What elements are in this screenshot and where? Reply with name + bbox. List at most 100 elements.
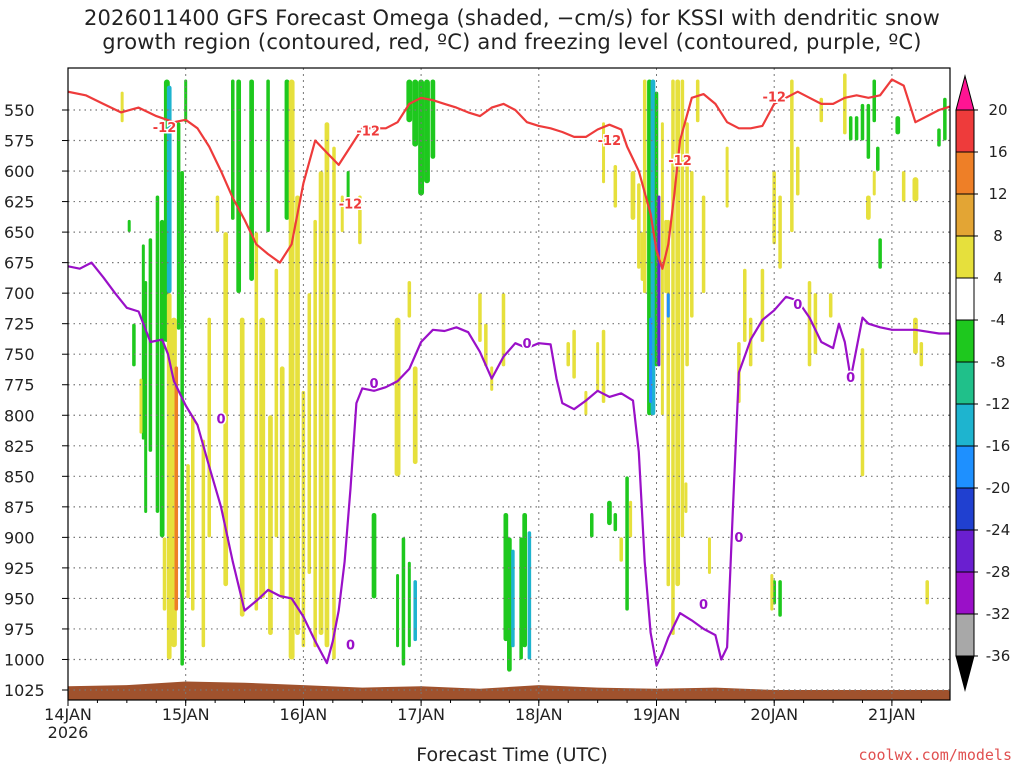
- y-tick-label: 950: [4, 589, 35, 608]
- omega-shade-cell: [127, 219, 131, 233]
- omega-shade-cell: [259, 317, 266, 599]
- colorbar-tick-label: -8: [991, 353, 1006, 371]
- omega-shade-cell: [176, 122, 181, 330]
- omega-shade-cell: [201, 439, 206, 648]
- omega-shade-cell: [412, 79, 419, 147]
- omega-shade-cell: [866, 195, 871, 220]
- omega-shade-cell: [695, 79, 700, 123]
- omega-shade-cell: [637, 183, 641, 269]
- omega-shade-cell: [790, 79, 794, 233]
- x-tick-label: 21JAN: [868, 705, 916, 724]
- omega-shade-cell: [675, 79, 681, 587]
- y-tick-label: 550: [4, 101, 35, 120]
- colorbar-tick-label: 16: [988, 143, 1007, 161]
- contour-label: -12: [356, 124, 380, 139]
- omega-shade-cell: [295, 195, 300, 636]
- y-tick-label: 600: [4, 162, 35, 181]
- omega-shade-cell: [607, 500, 612, 526]
- omega-shade-cell: [680, 79, 685, 538]
- x-tick-label: 19JAN: [633, 705, 681, 724]
- omega-shade-cell: [566, 342, 570, 367]
- contour-label: 0: [523, 337, 532, 352]
- omega-shade-cell: [684, 482, 688, 513]
- omega-shade-cell: [407, 280, 412, 318]
- omega-shade-cell: [828, 293, 833, 318]
- omega-shade-cell: [279, 366, 285, 599]
- omega-shade-cell: [707, 537, 711, 574]
- y-tick-label: 825: [4, 437, 35, 456]
- omega-shade-cell: [527, 531, 532, 660]
- colorbar-segment: [955, 109, 975, 153]
- colorbar-tick-label: -4: [991, 311, 1006, 329]
- omega-shade-cell: [872, 79, 877, 123]
- grid-lines: [68, 68, 950, 700]
- omega-shade-cell: [649, 317, 653, 404]
- y-tick-label: 650: [4, 223, 35, 242]
- contours: -12 -12 -12 -12 -12 -12 0 0 0 0 0 0 0 0: [68, 78, 950, 667]
- omega-shade-cell: [284, 79, 290, 220]
- omega-shade-cell: [144, 280, 148, 513]
- omega-shade-cell: [318, 171, 324, 636]
- omega-shade-cell: [778, 195, 782, 269]
- contour-label: -12: [598, 134, 622, 149]
- y-tick-label: 1000: [4, 650, 45, 669]
- y-tick-label: 700: [4, 284, 35, 303]
- colorbar-segment: [955, 487, 975, 531]
- omega-shade-cell: [254, 232, 259, 611]
- colorbar-segment: [955, 193, 975, 237]
- omega-shade-cell: [340, 195, 344, 233]
- omega-shade-cell: [584, 390, 588, 416]
- omega-shade-cell: [484, 323, 488, 367]
- omega-shade-cell: [174, 366, 179, 611]
- colorbar-segment: [955, 151, 975, 195]
- colorbar-tick-label: -28: [986, 563, 1011, 581]
- colorbar-segment: [955, 319, 975, 363]
- omega-shade-cell: [501, 293, 506, 367]
- colorbar-tick-label: 20: [988, 101, 1007, 119]
- omega-shade-cell: [132, 323, 136, 367]
- omega-shade-cell: [866, 103, 871, 159]
- y-tick-label: 850: [4, 467, 35, 486]
- omega-shade-cell: [394, 317, 401, 477]
- contour-label: 0: [346, 639, 355, 654]
- y-axis: 550 575 600 625 650 675 700 725 750 775 800 825 850 8…: [4, 101, 68, 700]
- colorbar-tick-label: 12: [988, 185, 1007, 203]
- omega-shade-cell: [701, 195, 706, 294]
- omega-shade-cell: [813, 293, 818, 355]
- omega-shade-cell: [223, 232, 229, 587]
- omega-shade-cell: [642, 79, 647, 294]
- x-axis-label: Forecast Time (UTC): [416, 744, 608, 766]
- omega-shade-cell: [925, 580, 929, 605]
- omega-shade-cell: [913, 317, 918, 355]
- omega-shade-cell: [690, 171, 694, 318]
- chart-title-line-1: 2026011400 GFS Forecast Omega (shaded, −…: [83, 6, 941, 30]
- omega-shade-cell: [239, 317, 245, 617]
- omega-shade-cell: [901, 171, 906, 202]
- omega-shade-cell: [613, 164, 618, 208]
- contour-label: 0: [734, 531, 743, 546]
- colorbar-tick-label: 4: [993, 269, 1003, 287]
- omega-shade-cell: [666, 219, 671, 587]
- omega-shade-cell: [396, 574, 400, 648]
- omega-shade-cell: [186, 464, 190, 599]
- omega-shade-cell: [522, 512, 528, 648]
- omega-shade-cell: [760, 268, 765, 342]
- omega-shade-cell: [190, 415, 195, 611]
- omega-shade-cell: [407, 561, 411, 648]
- contour-label: -12: [153, 121, 177, 136]
- omega-shade-cell: [162, 537, 167, 611]
- y-tick-label: 775: [4, 376, 35, 395]
- x-tick-label: 14JAN: [44, 705, 92, 724]
- terrain-surface: [68, 681, 950, 700]
- omega-shade-cell: [406, 79, 413, 123]
- omega-shade-cell: [274, 268, 279, 538]
- omega-shade-cell: [854, 116, 859, 141]
- colorbar-tick-label: -24: [986, 521, 1011, 539]
- omega-shade-cell: [207, 317, 212, 538]
- omega-shade-cell: [148, 238, 153, 452]
- colorbar-tick-label: -20: [986, 479, 1011, 497]
- omega-shade-cell: [236, 79, 242, 294]
- omega-shade-cell: [860, 103, 865, 141]
- omega-shade-cell: [478, 293, 482, 342]
- omega-shade-cell: [401, 537, 406, 666]
